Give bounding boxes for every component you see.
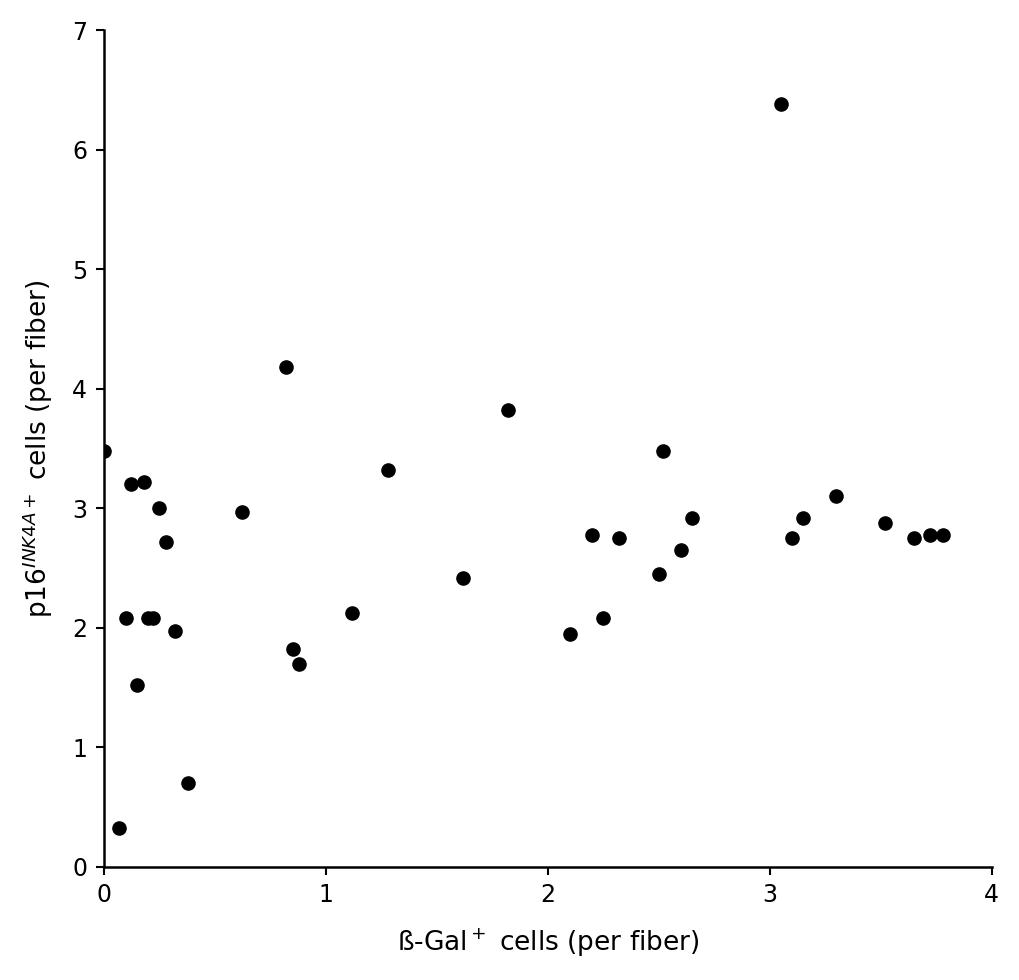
Point [454,569,471,585]
Point [379,463,395,478]
Point [772,97,789,113]
Point [136,474,152,490]
Point [290,656,307,671]
Point [905,530,921,546]
Point [167,623,183,639]
Point [876,514,893,530]
Point [145,611,161,626]
Point [129,677,146,693]
Point [158,534,174,550]
Point [284,641,301,657]
Point [794,510,810,525]
Point [683,510,699,525]
Point [499,403,516,418]
Point [118,611,135,626]
Point [783,530,799,546]
Point [96,443,112,459]
Y-axis label: p16$^{INK4A+}$ cells (per fiber): p16$^{INK4A+}$ cells (per fiber) [20,279,55,617]
Point [561,626,578,642]
Point [122,476,139,492]
Point [277,360,293,375]
Point [933,526,950,542]
Point [344,606,361,621]
Point [111,820,127,836]
Point [610,530,627,546]
Point [594,611,610,626]
Point [180,775,197,791]
Point [827,488,844,504]
Point [584,526,600,542]
Point [140,611,156,626]
Point [673,542,689,558]
X-axis label: ß-Gal$^+$ cells (per fiber): ß-Gal$^+$ cells (per fiber) [396,927,698,959]
Point [650,566,666,582]
Point [233,504,250,519]
Point [920,526,936,542]
Point [151,501,167,516]
Point [654,443,671,459]
